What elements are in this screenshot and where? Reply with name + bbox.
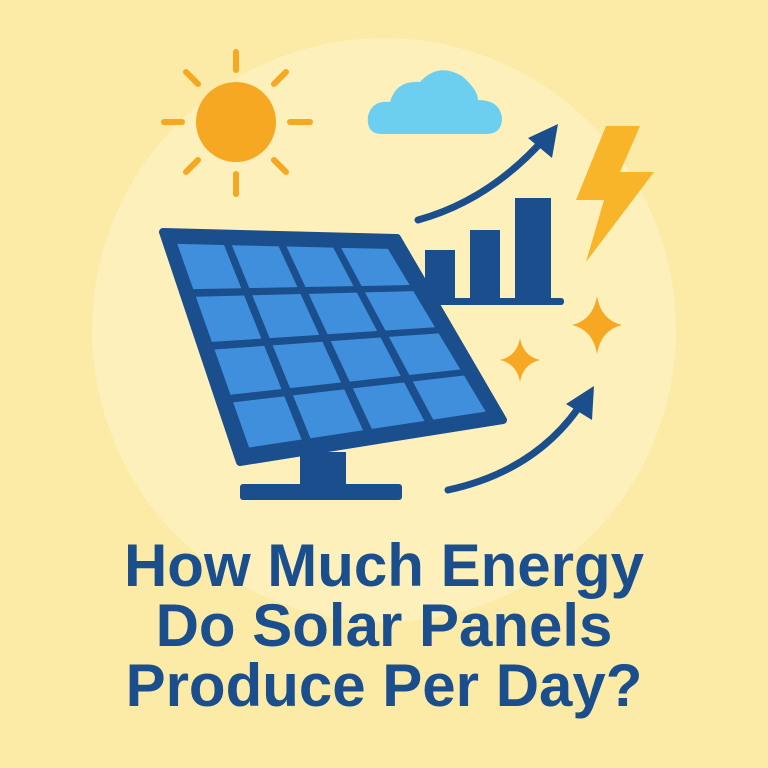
panel-cell <box>195 295 262 342</box>
solar-panel <box>159 228 507 466</box>
title-line: Do Solar Panels <box>156 592 613 659</box>
sparkle <box>500 338 540 382</box>
panel-cell <box>341 247 410 286</box>
arrow <box>414 134 589 494</box>
panel-cell <box>177 243 242 290</box>
lightning <box>576 126 654 262</box>
panel-cell <box>272 341 342 389</box>
panel-cell <box>352 382 425 429</box>
panel-cell <box>388 333 461 376</box>
cloud <box>367 70 502 134</box>
panel-cell <box>365 291 435 331</box>
title-line: Produce Per Day? <box>126 652 643 719</box>
panel-cell <box>412 375 486 420</box>
panel-cell <box>252 294 320 339</box>
arrow-head <box>528 124 558 158</box>
panel-cell <box>293 389 363 439</box>
panel-cell <box>214 345 282 395</box>
panel-stand <box>240 452 402 500</box>
panel-cell <box>231 245 298 289</box>
bar-icon <box>418 198 564 305</box>
arrow-head <box>566 386 594 420</box>
panel-cell <box>330 337 401 382</box>
sun <box>161 49 313 197</box>
title-line: How Much Energy <box>124 532 645 599</box>
sparkle <box>572 296 622 354</box>
panel-cell <box>233 396 302 448</box>
panel-cell <box>286 246 354 288</box>
title: How Much Energy Do Solar Panels Produce … <box>124 532 645 719</box>
panel-cell <box>308 292 378 335</box>
